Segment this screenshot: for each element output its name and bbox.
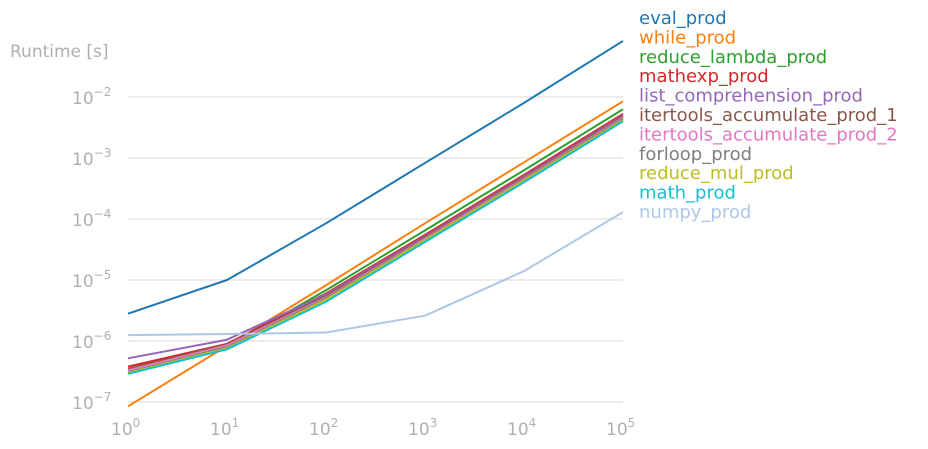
series-line-eval_prod <box>127 40 624 315</box>
legend: eval_prodwhile_prodreduce_lambda_prodmat… <box>639 8 898 223</box>
grid-lines <box>128 96 623 403</box>
legend-entry: list_comprehension_prod <box>639 86 863 107</box>
x-tick-label: 104 <box>507 416 536 440</box>
legend-entry: while_prod <box>639 27 736 48</box>
y-tick-label: 10−3 <box>72 146 111 170</box>
legend-entry: eval_prod <box>639 8 727 29</box>
x-tick-label: 102 <box>309 416 338 440</box>
series-line-numpy_prod <box>127 211 624 337</box>
legend-entry: math_prod <box>639 183 736 204</box>
series-line-reduce_mul_prod <box>127 119 624 374</box>
series-lines <box>127 40 624 408</box>
x-tick-label: 105 <box>606 416 635 440</box>
series-line-while_prod <box>127 100 624 408</box>
x-tick-labels: 100 101 102 103 104 105 <box>111 416 635 440</box>
y-tick-label: 10−6 <box>72 329 111 353</box>
legend-entry: numpy_prod <box>639 202 751 223</box>
legend-entry: reduce_lambda_prod <box>639 47 827 68</box>
series-line-list_comprehension_prod <box>127 114 624 360</box>
x-tick-label: 101 <box>210 416 239 440</box>
y-tick-label: 10−5 <box>72 268 111 292</box>
legend-entry: reduce_mul_prod <box>639 163 794 184</box>
series-line-reduce_lambda_prod <box>127 108 624 373</box>
y-tick-label: 10−2 <box>72 85 111 109</box>
series-line-math_prod <box>127 120 624 375</box>
legend-entry: mathexp_prod <box>639 66 769 87</box>
y-tick-label: 10−7 <box>72 390 111 414</box>
y-axis-label: Runtime [s] <box>10 42 109 62</box>
series-line-mathexp_prod <box>127 112 624 368</box>
y-tick-labels: 10−7 10−6 10−5 10−4 10−3 10−2 <box>72 85 111 414</box>
y-tick-label: 10−4 <box>72 207 111 231</box>
legend-entry: itertools_accumulate_prod_1 <box>639 105 898 126</box>
legend-entry: itertools_accumulate_prod_2 <box>639 124 898 145</box>
x-tick-label: 103 <box>408 416 437 440</box>
x-tick-label: 100 <box>111 416 140 440</box>
legend-entry: forloop_prod <box>639 144 752 165</box>
